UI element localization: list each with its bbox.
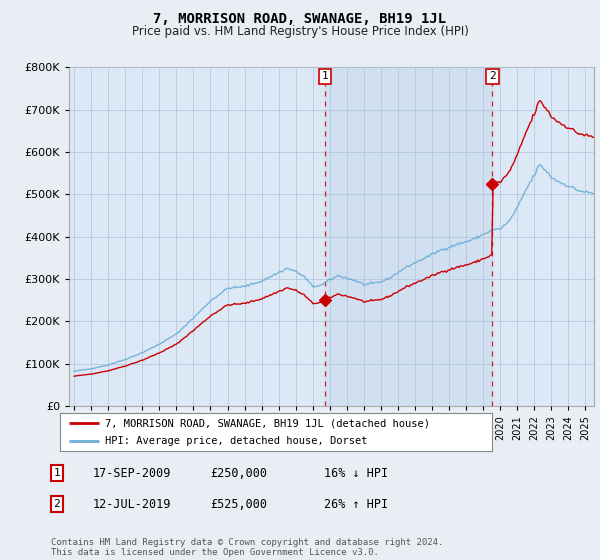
Text: Contains HM Land Registry data © Crown copyright and database right 2024.
This d: Contains HM Land Registry data © Crown c… [51, 538, 443, 557]
Text: 16% ↓ HPI: 16% ↓ HPI [324, 466, 388, 480]
Text: £250,000: £250,000 [210, 466, 267, 480]
Bar [325, 67, 493, 406]
Text: 2: 2 [489, 72, 496, 81]
Text: Price paid vs. HM Land Registry's House Price Index (HPI): Price paid vs. HM Land Registry's House … [131, 25, 469, 38]
Text: £525,000: £525,000 [210, 497, 267, 511]
Text: 17-SEP-2009: 17-SEP-2009 [93, 466, 172, 480]
Text: 7, MORRISON ROAD, SWANAGE, BH19 1JL (detached house): 7, MORRISON ROAD, SWANAGE, BH19 1JL (det… [106, 418, 430, 428]
Text: 26% ↑ HPI: 26% ↑ HPI [324, 497, 388, 511]
Text: 2: 2 [53, 499, 61, 509]
Text: 12-JUL-2019: 12-JUL-2019 [93, 497, 172, 511]
Text: 1: 1 [53, 468, 61, 478]
Text: 7, MORRISON ROAD, SWANAGE, BH19 1JL: 7, MORRISON ROAD, SWANAGE, BH19 1JL [154, 12, 446, 26]
Text: HPI: Average price, detached house, Dorset: HPI: Average price, detached house, Dors… [106, 436, 368, 446]
Text: 1: 1 [322, 72, 328, 81]
